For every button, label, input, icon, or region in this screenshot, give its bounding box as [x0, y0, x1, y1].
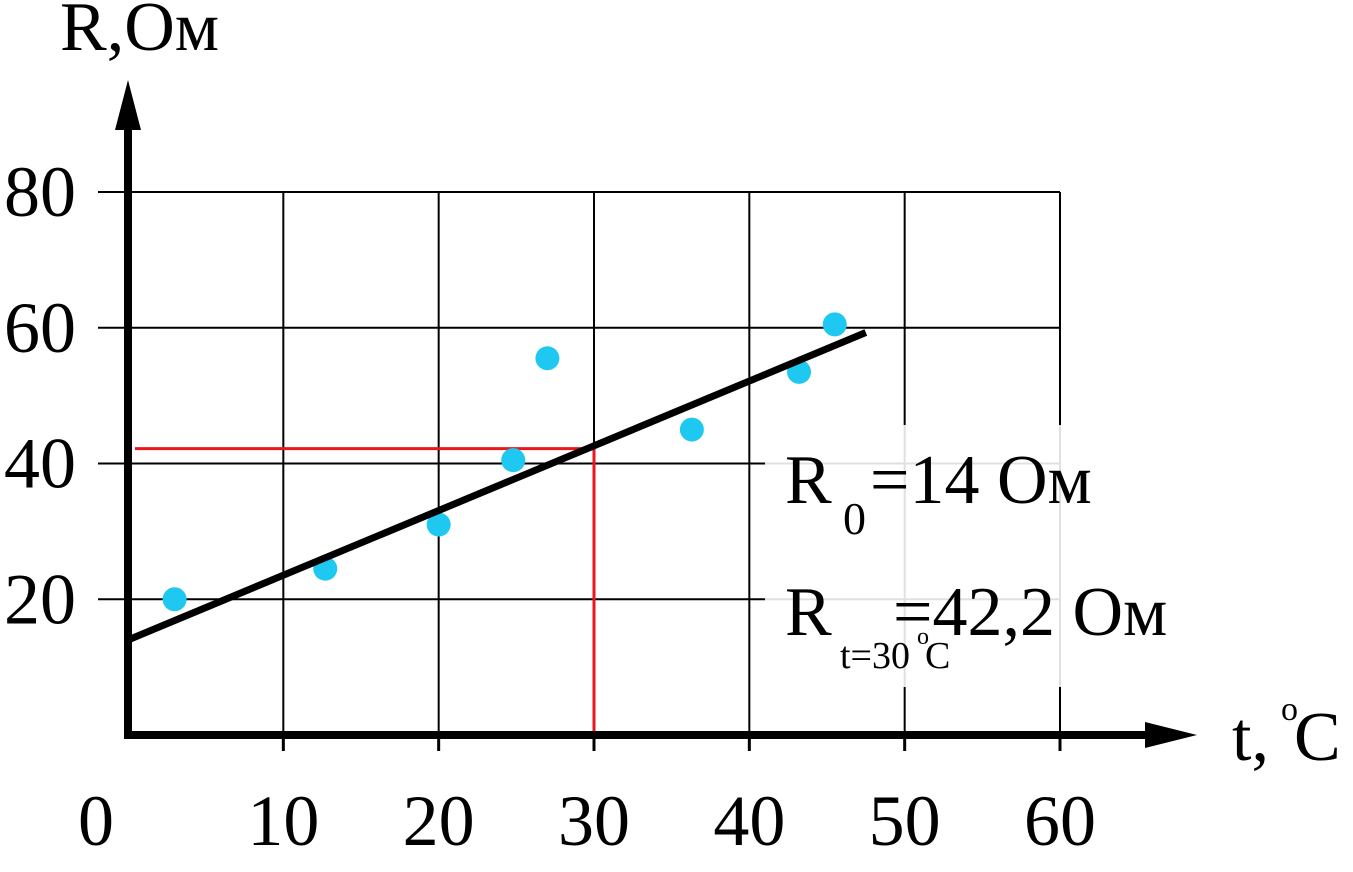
- annotation-r0: R 0 =14 Ом: [785, 442, 1092, 544]
- x-tick-label: 10: [247, 781, 319, 861]
- annotation-r0-sub: 0: [843, 493, 866, 544]
- y-tick-label: 80: [4, 152, 76, 232]
- annotation-background: [765, 425, 1195, 687]
- y-axis-title: R,Ом: [60, 0, 219, 66]
- annotation-rt-value: =42,2 Ом: [893, 574, 1167, 651]
- x-tick-label: 50: [869, 781, 941, 861]
- x-axis-title-text: t,: [1232, 699, 1269, 776]
- x-tick-label: 20: [403, 781, 475, 861]
- annotation-rt: R t=30 o C =42,2 Ом: [785, 574, 1167, 677]
- x-axis-title: t, o C: [1232, 691, 1341, 776]
- y-tick-label: 40: [4, 424, 76, 504]
- annotation-backdrop: [765, 425, 1195, 687]
- data-point: [162, 587, 187, 612]
- data-point: [822, 312, 847, 337]
- data-point: [679, 417, 704, 442]
- data-points: [162, 312, 847, 612]
- y-axis-arrow-icon: [115, 80, 141, 130]
- x-tick-label: 40: [713, 781, 785, 861]
- axes: [115, 80, 1197, 751]
- annotation-rt-main: R: [785, 574, 832, 651]
- x-tick-label: 30: [558, 781, 630, 861]
- annotation-rt-sub-unit: C: [925, 635, 950, 677]
- tick-labels: 0 10 20 30 40 50 60 20 40 60 80: [4, 152, 1096, 861]
- x-axis-title-unit: C: [1294, 699, 1341, 776]
- annotation-rt-sub: t=30: [840, 635, 910, 677]
- y-tick-label: 60: [4, 288, 76, 368]
- x-axis-arrow-icon: [1145, 722, 1197, 748]
- fit-line: [126, 329, 868, 644]
- data-point: [501, 448, 526, 473]
- x-axis-title-degree: o: [1281, 691, 1298, 728]
- marker-lines: [135, 447, 596, 735]
- x-tick-label: 0: [78, 781, 114, 861]
- fit-line-group: [126, 329, 868, 644]
- data-point: [426, 512, 451, 537]
- x-tick-label: 60: [1024, 781, 1096, 861]
- annotation-r0-main: R: [785, 442, 832, 519]
- data-point: [535, 346, 560, 371]
- annotation-rt-sub-degree: o: [917, 624, 929, 650]
- annotation-r0-value: =14 Ом: [870, 442, 1092, 519]
- y-tick-label: 20: [4, 559, 76, 639]
